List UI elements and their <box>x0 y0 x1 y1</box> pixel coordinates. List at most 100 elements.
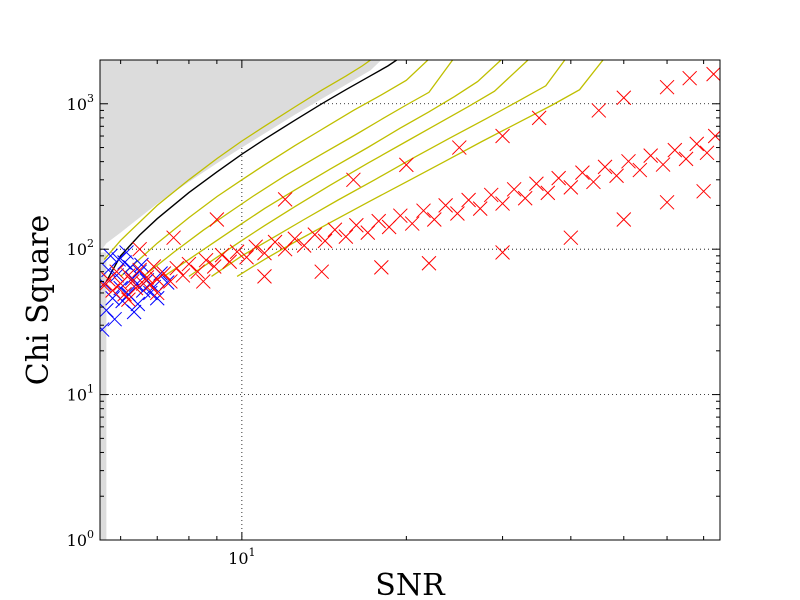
foreground-marker <box>616 90 632 106</box>
foreground-marker <box>682 70 698 86</box>
foreground-marker <box>163 274 178 289</box>
contour-curve <box>120 60 429 277</box>
foreground-marker <box>314 264 330 280</box>
foreground-marker <box>239 249 254 265</box>
foreground-marker <box>169 260 185 276</box>
foreground-marker <box>214 247 230 263</box>
background-marker <box>117 255 132 270</box>
foreground-marker <box>327 222 343 238</box>
foreground-marker <box>495 245 510 260</box>
y-tick-label: 102 <box>67 237 94 259</box>
background-marker <box>109 268 125 283</box>
foreground-marker <box>667 142 683 158</box>
foreground-marker <box>689 136 705 152</box>
background-marker <box>149 290 165 306</box>
foreground-marker <box>643 148 659 163</box>
foreground-marker <box>540 185 556 201</box>
foreground-marker <box>461 192 476 208</box>
foreground-marker <box>222 254 238 270</box>
foreground-marker <box>586 174 601 190</box>
foreground-marker <box>655 157 671 172</box>
foreground-marker <box>195 274 211 289</box>
foreground-marker <box>338 229 354 244</box>
foreground-marker <box>229 244 245 260</box>
foreground-marker <box>597 159 613 175</box>
contour-curve <box>142 60 454 277</box>
background-marker <box>126 304 142 320</box>
foreground-marker <box>404 216 420 231</box>
veto-region-strip <box>100 252 107 540</box>
foreground-marker <box>591 103 607 118</box>
foreground-marker <box>346 172 361 188</box>
background-marker <box>134 257 149 273</box>
background-trigger-markers <box>100 245 175 337</box>
contour-curve <box>188 60 529 277</box>
foreground-marker <box>506 181 522 197</box>
foreground-marker <box>563 230 579 246</box>
foreground-marker <box>483 187 499 203</box>
foreground-marker <box>678 151 694 167</box>
foreground-marker <box>277 241 293 257</box>
foreground-marker <box>438 198 453 213</box>
foreground-marker <box>139 270 155 285</box>
plot-frame <box>99 59 721 541</box>
foreground-marker <box>149 272 165 287</box>
foreground-marker <box>307 227 323 242</box>
x-axis-label: SNR <box>375 568 446 600</box>
veto-region <box>100 60 382 540</box>
foreground-marker <box>563 180 579 195</box>
foreground-marker <box>706 66 720 82</box>
foreground-marker <box>209 212 225 227</box>
foreground-marker <box>257 269 272 284</box>
foreground-marker <box>472 201 488 217</box>
foreground-marker <box>575 165 590 181</box>
axis-ticks: 100 101 102 103 101 <box>67 59 720 568</box>
background-marker <box>130 296 146 312</box>
foreground-marker <box>121 292 136 307</box>
foreground-marker <box>426 212 442 227</box>
background-marker <box>113 280 129 296</box>
foreground-marker <box>317 233 333 249</box>
foreground-marker <box>149 285 165 301</box>
background-marker <box>107 311 122 327</box>
foreground-marker <box>175 268 191 283</box>
foreground-marker <box>616 212 632 227</box>
contour-curve <box>211 60 566 277</box>
foreground-marker <box>416 203 431 219</box>
foreground-marker <box>371 213 387 229</box>
foreground-marker <box>132 241 147 257</box>
foreground-marker <box>181 256 197 272</box>
foreground-marker <box>373 259 389 275</box>
foreground-marker <box>267 234 283 250</box>
foreground-marker <box>450 206 465 221</box>
foreground-marker <box>100 278 112 294</box>
foreground-marker <box>495 128 510 144</box>
foreground-marker <box>156 266 172 281</box>
foreground-marker <box>287 231 303 247</box>
foreground-marker <box>398 157 414 173</box>
foreground-marker <box>621 153 636 169</box>
foreground-injection-markers <box>100 66 720 307</box>
background-marker <box>142 285 158 301</box>
foreground-marker <box>248 239 264 255</box>
y-tick-label: 103 <box>67 92 94 114</box>
foreground-marker <box>451 140 467 155</box>
foreground-marker <box>609 168 624 184</box>
foreground-marker <box>198 252 214 268</box>
foreground-marker <box>696 183 711 199</box>
foreground-marker <box>190 264 206 280</box>
foreground-marker <box>421 255 437 271</box>
contour-curves <box>103 60 604 277</box>
foreground-marker <box>277 192 293 207</box>
foreground-marker <box>166 230 181 246</box>
foreground-marker <box>699 145 715 161</box>
background-marker <box>103 248 118 264</box>
foreground-marker <box>531 110 547 126</box>
y-tick-label: 101 <box>67 383 94 405</box>
background-marker <box>100 322 110 337</box>
threshold-curve <box>105 60 398 282</box>
threshold-curve-line <box>105 60 398 282</box>
foreground-marker <box>517 190 533 206</box>
foreground-marker <box>659 79 675 95</box>
